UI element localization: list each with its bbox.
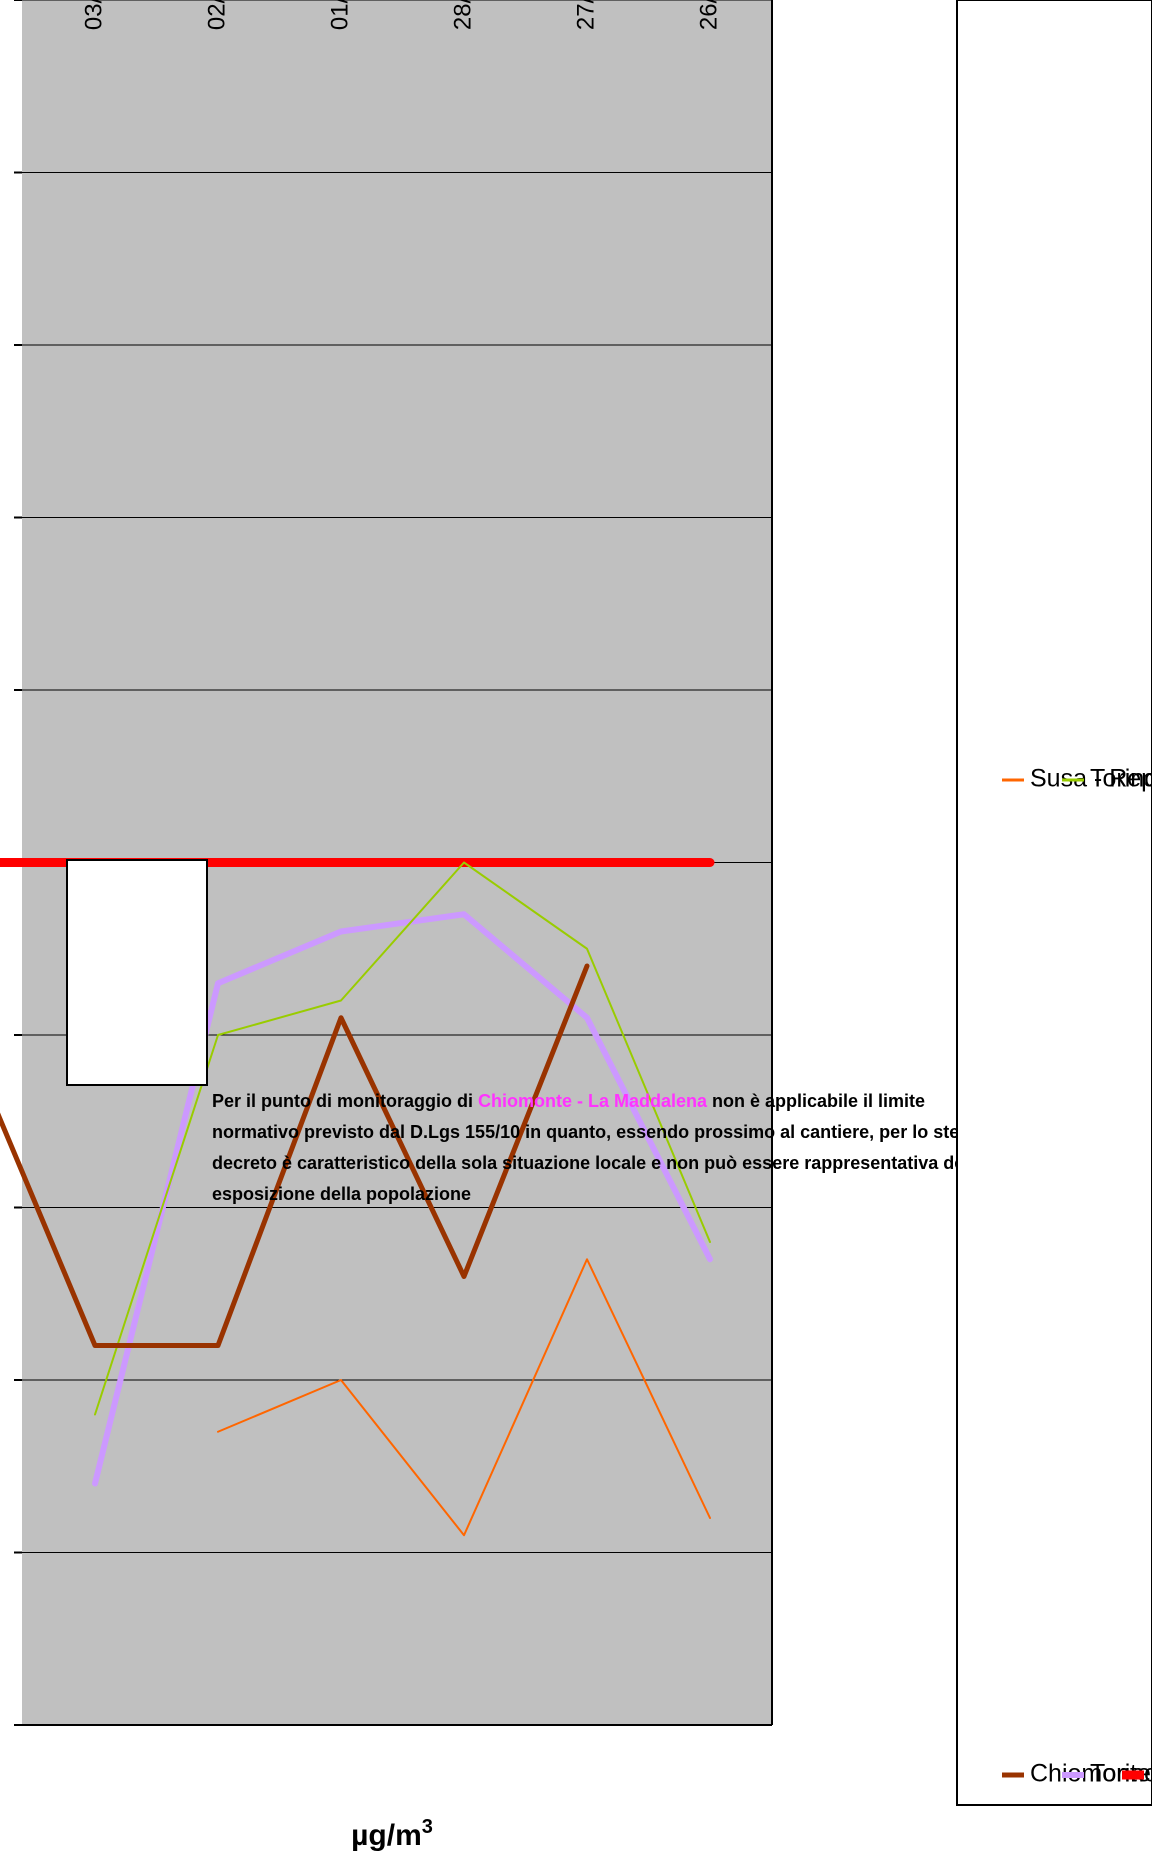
series-line bbox=[217, 1258, 711, 1537]
annotation-line-3: decreto è caratteristico della sola situ… bbox=[212, 1153, 985, 1173]
annotation-line-4: esposizione della popolazione bbox=[212, 1184, 471, 1204]
legend-item: LIMITE PER LA PROTEZ DELLA SALUTE 50 µg/… bbox=[1122, 1760, 1152, 1788]
legend-label: Torino - Rubino ARPA, PM10 - BV bbox=[1090, 765, 1152, 793]
y-axis-ticks: 0102030405060708090100 bbox=[14, 0, 22, 1726]
annotation-box: Per il punto di monitoraggio di Chiomont… bbox=[66, 859, 990, 1204]
x-axis-ticks: 26/02/2015 27/02/2015 28/02/2015 01/03/2015… bbox=[80, 0, 722, 30]
y-axis-label: µg/m3 bbox=[351, 1816, 433, 1852]
svg-text:µg/m3: µg/m3 bbox=[351, 1816, 433, 1852]
ylabel-superscript: 3 bbox=[422, 1816, 433, 1838]
series-line bbox=[0, 963, 590, 1348]
x-tick-label: 01/03/2015 bbox=[326, 0, 353, 30]
x-tick-label: 27/02/2015 bbox=[572, 0, 599, 30]
annotation-line-2: normativo previsto dal D.Lgs 155/10 in q… bbox=[212, 1122, 990, 1142]
ylabel-text: µg/m bbox=[351, 1819, 422, 1852]
legend-item: Torino - Rubino ARPA, PM10 - BV bbox=[1062, 765, 1152, 793]
legend-item: Chiomonte - La Maddalena, Contaparticell… bbox=[1002, 1760, 1152, 1788]
annotation-line-1: Per il punto di monitoraggio di Chiomont… bbox=[212, 1091, 925, 1111]
series-line bbox=[94, 861, 711, 1416]
legend: Chiomonte - La Maddalena, Contaparticell… bbox=[956, 0, 1152, 1806]
legend-label: LIMITE PER LA PROTEZ DELLA SALUTE 50 µg/… bbox=[1150, 1760, 1152, 1788]
legend-item: Susa - Repubblica ARPA, PM10 bbox=[1002, 765, 1152, 793]
x-tick-label: 26/02/2015 bbox=[695, 0, 722, 30]
legend-label: Susa - Repubblica ARPA, PM10 bbox=[1030, 765, 1152, 793]
x-tick-label: 28/02/2015 bbox=[449, 0, 476, 30]
x-tick-label: 03/03/2015 bbox=[80, 0, 107, 30]
x-tick-label: 02/03/2015 bbox=[203, 0, 230, 30]
